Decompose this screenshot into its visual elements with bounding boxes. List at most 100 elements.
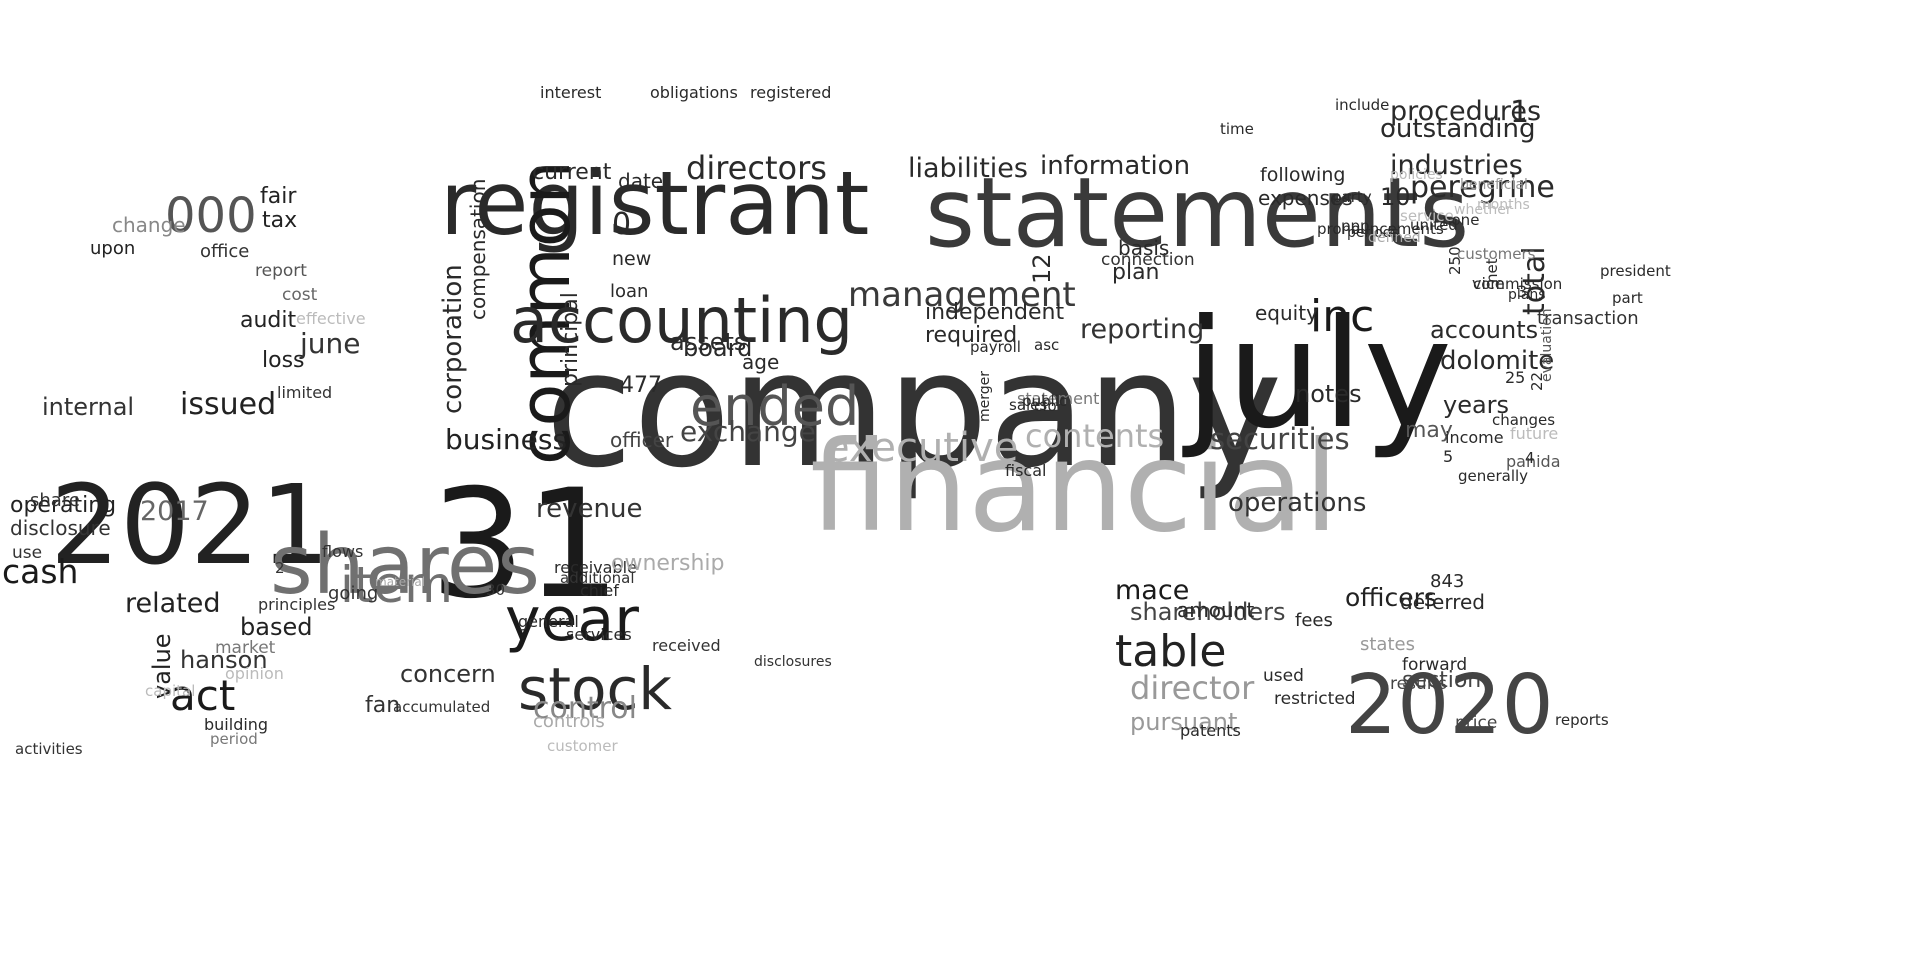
cloud-word: ppp (1341, 217, 1370, 235)
cloud-word: general (518, 612, 579, 631)
cloud-word: reports (1555, 711, 1609, 729)
cloud-word: expenses (1258, 186, 1353, 210)
cloud-word: whether (1454, 202, 1512, 218)
cloud-word: years (1443, 391, 1510, 419)
cloud-word: connection (1101, 250, 1195, 270)
cloud-word: issued (180, 387, 277, 422)
cloud-word: report (255, 261, 307, 281)
cloud-word: july (1185, 288, 1453, 462)
cloud-word: audit (240, 308, 297, 333)
cloud-word: equity (1255, 301, 1318, 325)
cloud-word: compensation (466, 178, 490, 320)
cloud-word: stock (518, 655, 672, 723)
cloud-word: section (1402, 668, 1482, 693)
cloud-word: procedures (1390, 96, 1542, 127)
cloud-word: 2017 (140, 496, 209, 527)
cloud-word: time (1220, 120, 1254, 138)
cloud-word: following (1260, 164, 1346, 186)
cloud-word: transaction (1537, 308, 1639, 329)
cloud-word: new (612, 248, 652, 270)
cloud-word: accounting (510, 284, 853, 357)
cloud-word: act (170, 671, 236, 720)
cloud-word: use (12, 543, 43, 563)
cloud-word: internal (42, 393, 135, 421)
cloud-word: states (1360, 634, 1415, 655)
cloud-word: basis (1118, 236, 1170, 260)
cloud-word: plan (1112, 260, 1160, 285)
cloud-word: fees (1295, 610, 1333, 631)
cloud-word: 1 (1510, 95, 1530, 130)
cloud-word: corporation (438, 264, 468, 414)
cloud-word: cfo (1034, 397, 1057, 415)
cloud-word: operations (1228, 488, 1367, 518)
cloud-word: 10 (1380, 183, 1411, 211)
cloud-word: building (204, 715, 269, 734)
cloud-word: fiscal (1005, 461, 1047, 480)
cloud-word: registered (750, 83, 832, 102)
cloud-word: 3 (1517, 282, 1528, 301)
cloud-word: obligations (650, 83, 738, 102)
cloud-word: officers (1345, 583, 1437, 612)
cloud-word: statements (925, 157, 1470, 269)
cloud-word: revenue (536, 494, 643, 524)
cloud-word: mace (1115, 575, 1190, 606)
cloud-word: pronouncements (1317, 220, 1444, 238)
cloud-word: part (1612, 289, 1643, 307)
cloud-word: concern (400, 660, 496, 688)
cloud-word: amount (1177, 598, 1255, 622)
cloud-word: public (1022, 392, 1068, 410)
cloud-word: 25 (1505, 368, 1526, 387)
cloud-word: 2020 (1345, 658, 1554, 753)
cloud-word: include (1335, 96, 1390, 114)
cloud-word: disclosures (754, 654, 832, 670)
cloud-word: payroll (970, 338, 1021, 356)
cloud-word: registrant (440, 152, 870, 255)
cloud-word: share (30, 490, 80, 511)
cloud-word: upon (90, 238, 136, 259)
cloud-word: used (1263, 666, 1304, 686)
cloud-word: 31 (430, 458, 621, 632)
cloud-word: fan (365, 693, 401, 718)
cloud-word: activities (15, 740, 83, 758)
cloud-word: 2021 (50, 461, 330, 589)
cloud-word: company (545, 316, 1283, 503)
cloud-word: liabilities (908, 153, 1028, 184)
cloud-word: restricted (1274, 689, 1356, 709)
cloud-word: contents (1025, 417, 1165, 455)
cloud-word: directors (686, 149, 827, 187)
cloud-word: tax (262, 208, 298, 233)
cloud-word: accumulated (393, 698, 491, 716)
cloud-word: disclosure (10, 516, 111, 540)
cloud-word: receivable (554, 558, 637, 577)
cloud-word: board (683, 334, 753, 362)
cloud-word: item (340, 556, 453, 614)
cloud-word: beneficial (1460, 177, 1528, 193)
cloud-word: evaluation (1539, 308, 1555, 382)
cloud-word: june (300, 327, 361, 360)
cloud-word: fair (260, 184, 297, 209)
cloud-word: statement (1017, 389, 1100, 408)
cloud-word: may (1405, 418, 1453, 443)
cloud-word: related (125, 588, 221, 619)
cloud-word: current (532, 160, 612, 185)
cloud-word: results (1390, 674, 1447, 694)
cloud-word: 4 (1525, 449, 1535, 467)
cloud-word: executive (825, 425, 1019, 471)
cloud-word: information (1040, 151, 1191, 181)
cloud-word: 843 (1430, 571, 1465, 592)
cloud-word: shareholders (1130, 598, 1286, 626)
cloud-word: patents (1180, 721, 1241, 740)
cloud-word: merger (977, 370, 993, 422)
cloud-word: controls (533, 711, 605, 732)
cloud-word: capital (145, 682, 196, 700)
cloud-word: industries (1390, 150, 1523, 181)
cloud-word: panida (1506, 452, 1561, 471)
cloud-word: changes (1492, 411, 1556, 429)
cloud-word: loan (610, 281, 649, 302)
cloud-word: ownership (611, 551, 725, 576)
cloud-word: securities (1210, 422, 1350, 456)
cloud-word: shares (270, 518, 541, 613)
cloud-word: based (240, 613, 313, 641)
cloud-word: loss (262, 348, 305, 373)
